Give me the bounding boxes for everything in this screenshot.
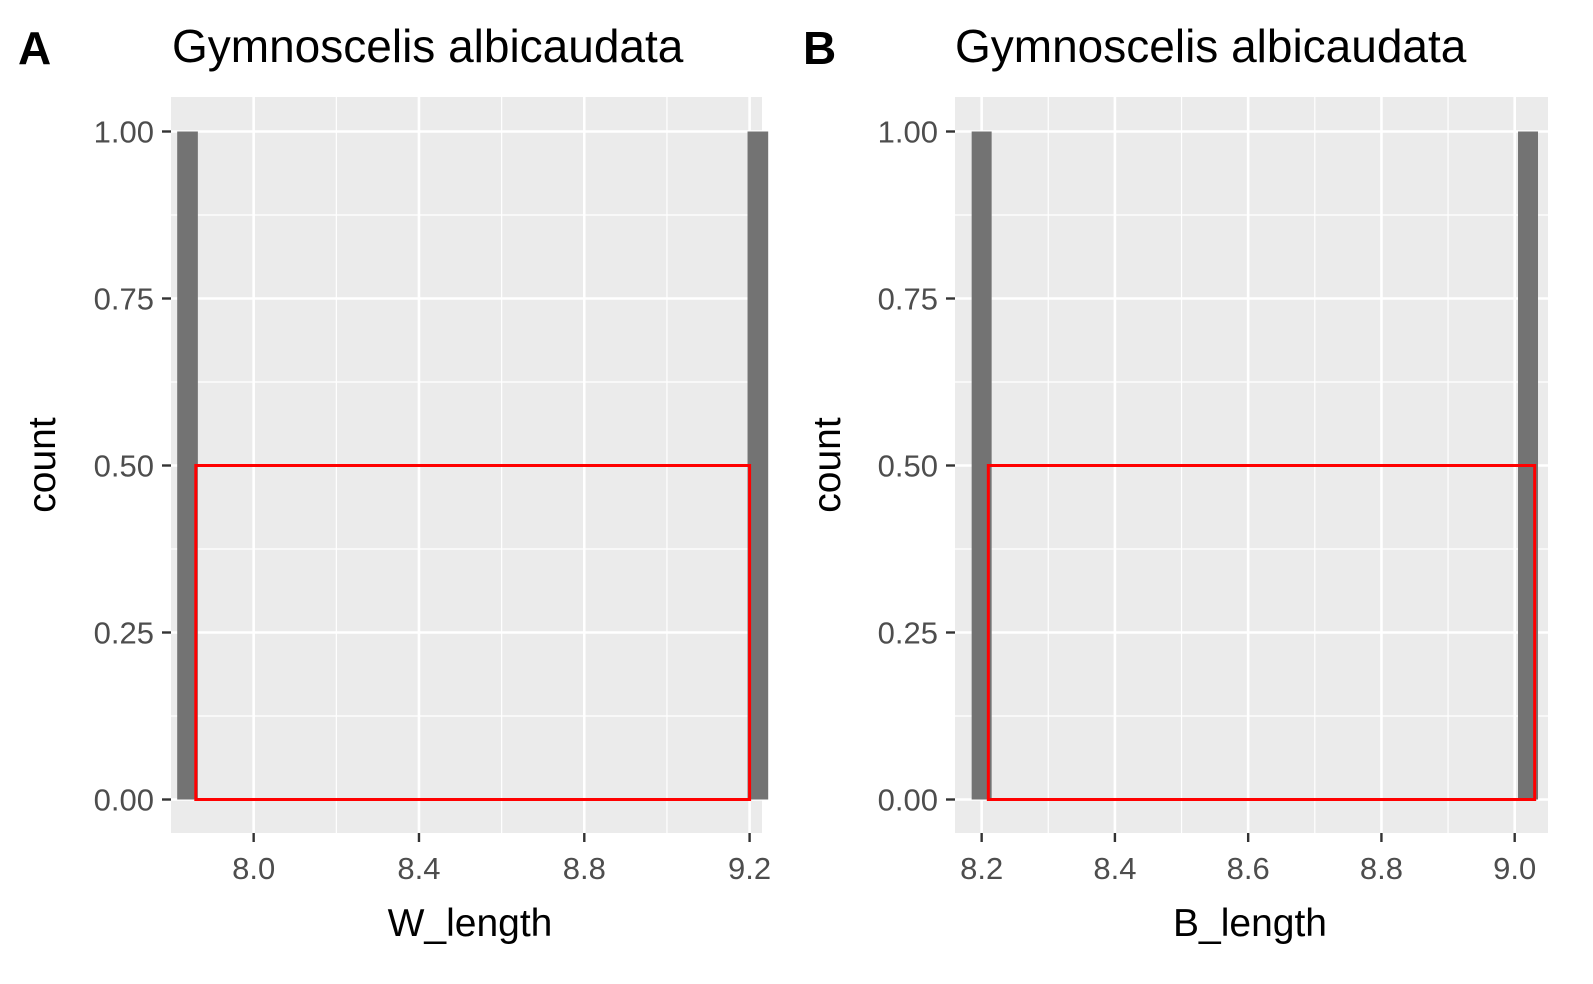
x-tick-label: 8.8 bbox=[1360, 851, 1403, 886]
y-tick-label: 1.00 bbox=[878, 115, 938, 150]
panel-a: 0.00 0.25 0.50 0.75 1.00 8.0 8.4 8.8 9.2 A Gymnosc… bbox=[18, 20, 771, 945]
y-tick-label: 0.00 bbox=[878, 783, 938, 818]
highlight-box bbox=[986, 464, 1537, 801]
x-tick-label: 9.0 bbox=[1493, 851, 1536, 886]
x-tick-label: 8.4 bbox=[1093, 851, 1136, 886]
x-tick-label: 8.6 bbox=[1227, 851, 1270, 886]
y-tick-label: 1.00 bbox=[94, 115, 154, 150]
x-tick-label: 8.8 bbox=[563, 851, 606, 886]
x-tick-label: 8.2 bbox=[960, 851, 1003, 886]
y-tick-label: 0.75 bbox=[878, 282, 938, 317]
panel-letter: A bbox=[18, 22, 51, 74]
histogram-bar-1 bbox=[177, 131, 198, 800]
y-tick-label: 0.75 bbox=[94, 282, 154, 317]
x-axis-title: B_length bbox=[1173, 902, 1327, 945]
panel-b: 0.00 0.25 0.50 0.75 1.00 8.2 8.4 8.6 8.8 9.0 B Gymn… bbox=[803, 20, 1548, 945]
y-tick-label: 0.25 bbox=[94, 616, 154, 651]
x-tick-label: 8.4 bbox=[397, 851, 440, 886]
x-tick-label: 9.2 bbox=[728, 851, 771, 886]
x-axis-title: W_length bbox=[388, 902, 553, 945]
plot-title: Gymnoscelis albicaudata bbox=[955, 20, 1467, 72]
panel-letter: B bbox=[803, 22, 836, 74]
highlight-box bbox=[194, 464, 752, 801]
histogram-bar-1 bbox=[971, 131, 992, 800]
plot-title: Gymnoscelis albicaudata bbox=[172, 20, 684, 72]
y-tick-label: 0.00 bbox=[94, 783, 154, 818]
y-tick-label: 0.50 bbox=[94, 449, 154, 484]
y-tick-label: 0.50 bbox=[878, 449, 938, 484]
histogram-bar-2 bbox=[747, 131, 769, 800]
y-axis-title: count bbox=[21, 417, 64, 513]
y-axis-title: count bbox=[806, 417, 849, 513]
y-tick-label: 0.25 bbox=[878, 616, 938, 651]
x-tick-label: 8.0 bbox=[232, 851, 275, 886]
